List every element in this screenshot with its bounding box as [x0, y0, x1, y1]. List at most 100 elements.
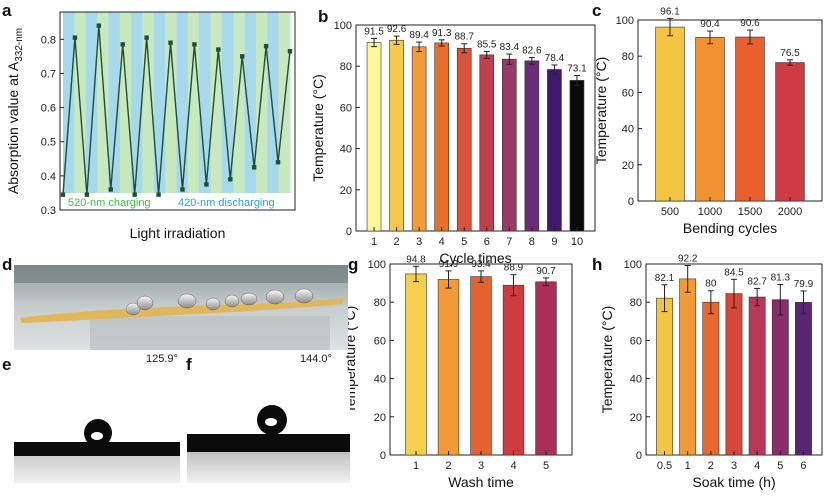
- panel-label-c: c: [592, 1, 601, 20]
- data-label: 90.7: [536, 266, 556, 277]
- bar: [535, 281, 557, 456]
- water-droplet: [240, 292, 258, 306]
- x-tick-label: 5: [461, 236, 467, 248]
- x-tick-label: 3: [478, 460, 484, 472]
- bar: [502, 284, 525, 456]
- x-tick-label: 500: [661, 206, 679, 218]
- y-tick-label: 0.8: [41, 34, 56, 46]
- x-tick-label: 5: [777, 460, 783, 472]
- data-point: [287, 49, 293, 54]
- water-droplet: [125, 302, 141, 316]
- y-tick-label: 0: [346, 226, 352, 238]
- x-tick-label: 5: [543, 460, 549, 472]
- panel-label-d: d: [2, 255, 12, 274]
- data-point: [275, 160, 281, 165]
- y-tick-label: 80: [622, 51, 634, 63]
- y-axis-label: Absorption value at A332-nm: [5, 28, 25, 194]
- data-point: [192, 42, 197, 47]
- bar: [775, 62, 805, 202]
- data-label: 88.9: [504, 263, 524, 274]
- bar: [656, 297, 673, 456]
- data-label: 94.8: [406, 254, 426, 265]
- y-tick-label: 100: [368, 259, 386, 271]
- y-axis-label: Temperature (°C): [593, 57, 609, 165]
- data-label: 96.1: [660, 6, 680, 17]
- bar: [502, 58, 517, 232]
- discharging-band: [153, 12, 166, 193]
- soak-bar-chart: 0 20 40 60 80 100 82.1 0.5 92.2 1 80 2 84.5 3 82.7 4 81.…: [599, 254, 823, 490]
- y-tick-label: 40: [374, 374, 386, 386]
- y-tick-label: 60: [340, 102, 352, 114]
- data-point: [240, 54, 245, 59]
- bar: [655, 26, 685, 202]
- x-tick-label: 4: [510, 460, 516, 472]
- y-tick-label: 100: [616, 15, 634, 27]
- bar: [434, 42, 449, 232]
- y-tick-label: 0.7: [41, 68, 56, 80]
- y-tick-label: 20: [340, 185, 352, 197]
- bar: [366, 42, 382, 232]
- bending-bar-chart: 0 20 40 60 80 100 96.1 500 90.4 1000 90.6 1500 76.5 2…: [593, 6, 823, 236]
- plot-frame: [59, 11, 296, 211]
- data-label: 76.5: [780, 48, 800, 59]
- data-point: [263, 43, 269, 49]
- data-point: [84, 192, 90, 197]
- charging-band: [97, 12, 109, 193]
- y-tick-label: 100: [624, 259, 642, 271]
- data-point: [96, 23, 102, 28]
- discharging-band: [176, 12, 189, 193]
- water-droplet: [205, 297, 221, 311]
- y-tick-label: 40: [630, 374, 642, 386]
- y-tick-label: 0.6: [41, 103, 56, 115]
- data-point: [228, 177, 233, 182]
- data-label: 85.5: [477, 39, 497, 50]
- x-axis-label: Soak time (h): [692, 474, 775, 490]
- data-label: 79.9: [794, 279, 814, 290]
- bar: [389, 39, 404, 232]
- data-label: 93.4: [471, 259, 491, 270]
- bar: [411, 46, 427, 232]
- discharging-band: [63, 12, 75, 193]
- data-point: [132, 192, 137, 197]
- panel-label-h: h: [592, 255, 602, 274]
- discharging-band: [221, 12, 234, 193]
- data-point: [72, 35, 78, 40]
- bar: [479, 54, 495, 232]
- data-point: [168, 40, 173, 45]
- y-tick-label: 20: [630, 412, 642, 424]
- bar: [524, 60, 540, 232]
- x-tick-label: 6: [484, 236, 490, 248]
- x-axis-label: Cycle times: [439, 250, 511, 266]
- water-droplet: [294, 288, 314, 304]
- charging-band: [165, 12, 177, 193]
- x-tick-label: 10: [571, 236, 583, 248]
- data-point: [60, 192, 66, 197]
- data-point: [251, 165, 257, 170]
- contact-angle-f: 144.0°: [300, 353, 332, 365]
- water-droplet: [136, 295, 154, 311]
- discharging-band: [85, 12, 98, 193]
- x-tick-label: 7: [506, 236, 512, 248]
- bar: [748, 296, 766, 456]
- y-tick-label: 60: [630, 335, 642, 347]
- y-tick-label: 60: [622, 87, 634, 99]
- x-tick-label: 1: [685, 460, 691, 472]
- fabric-strip: [20, 298, 345, 323]
- wash-bar-chart: 0 20 40 60 80 100 94.8 1 91.9 2 93.4 3 88.9 4 90.7 5 Was…: [342, 254, 573, 490]
- panel-label-b: b: [318, 7, 328, 26]
- discharging-annotation: 420-nm discharging: [178, 197, 275, 209]
- charging-annotation: 520-nm charging: [68, 197, 151, 209]
- x-tick-label: 2: [708, 460, 714, 472]
- bar: [795, 302, 812, 456]
- bar: [725, 293, 743, 456]
- y-tick-label: 0.3: [41, 205, 56, 217]
- data-label: 92.6: [387, 24, 407, 35]
- y-tick-label: 0: [628, 196, 634, 208]
- charging-band: [255, 12, 268, 193]
- droplet-highlight: [91, 432, 103, 440]
- x-tick-label: 6: [800, 460, 806, 472]
- data-label: 82.1: [655, 273, 675, 284]
- water-droplet: [177, 293, 197, 309]
- bar: [695, 37, 725, 202]
- discharging-band: [108, 12, 121, 193]
